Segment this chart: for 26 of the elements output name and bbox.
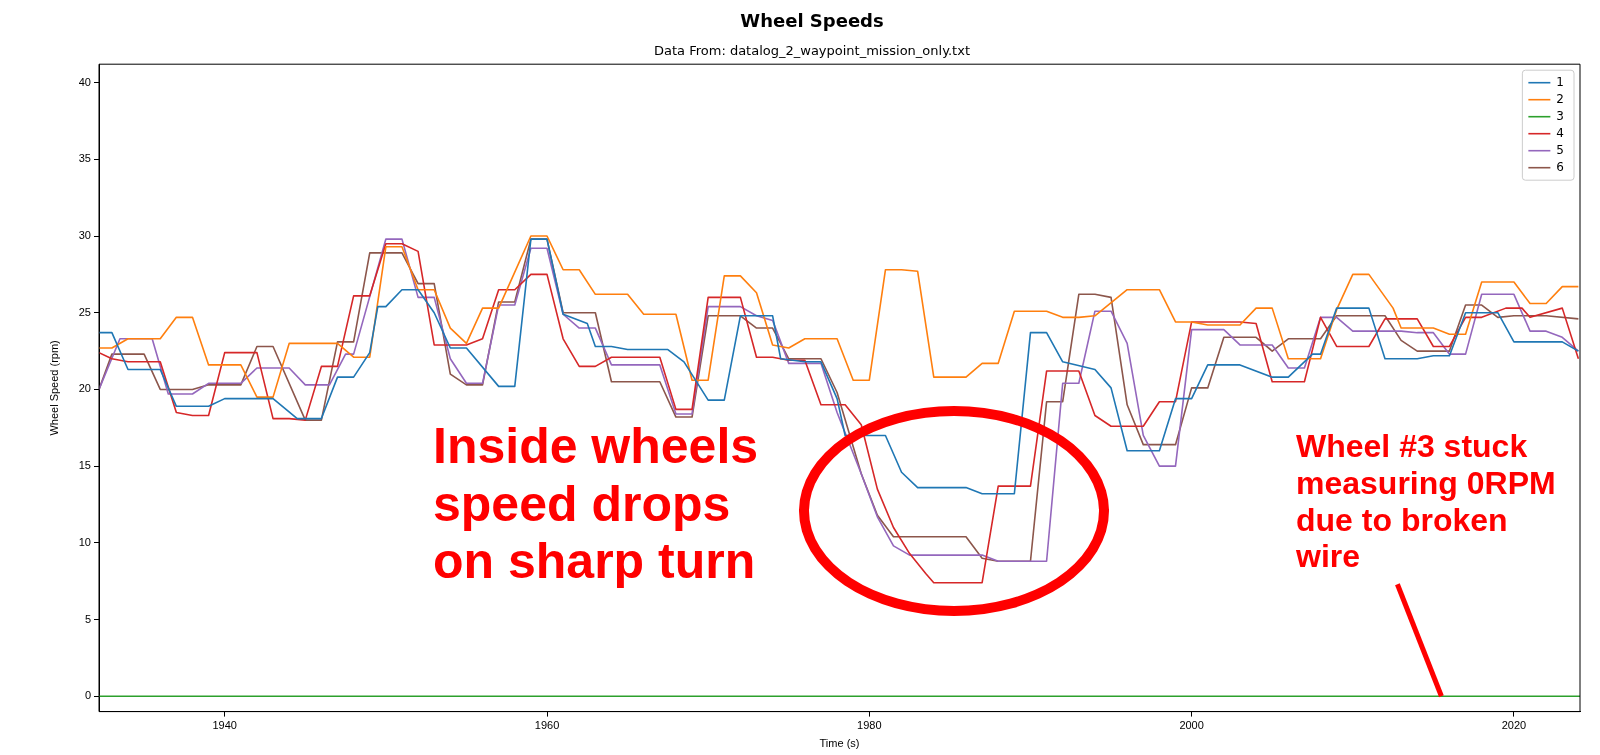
y-tick-label: 30 (78, 229, 91, 242)
annotation: Inside wheels speed drops on sharp turn (433, 418, 760, 591)
y-tick-label: 25 (78, 305, 91, 318)
legend-label: 6 (1556, 159, 1565, 174)
annotation: Wheel #3 stuck measuring 0RPM due to broken wire (1296, 428, 1557, 576)
legend-label: 5 (1556, 142, 1565, 157)
y-tick-label: 40 (78, 75, 91, 88)
chart-subtitle: Data From: datalog_2_waypoint_mission_only.txt (654, 42, 970, 58)
y-tick-label: 20 (78, 382, 91, 395)
x-tick-label: 1940 (212, 719, 237, 732)
y-tick-label: 5 (84, 612, 91, 625)
x-tick-label: 2020 (1501, 719, 1527, 732)
y-axis-title: Wheel Speed (rpm) (47, 340, 60, 436)
y-tick-label: 15 (78, 459, 91, 472)
x-tick-label: 2000 (1179, 719, 1204, 732)
legend-label: 4 (1556, 125, 1565, 140)
y-tick-label: 10 (78, 535, 91, 548)
x-axis-title: Time (s) (819, 737, 860, 750)
x-tick-label: 1960 (534, 719, 560, 732)
legend-label: 2 (1556, 91, 1565, 106)
legend-label: 1 (1556, 74, 1565, 89)
chart-title: Wheel Speeds (740, 10, 884, 32)
legend-label: 3 (1556, 108, 1565, 123)
y-tick-label: 35 (78, 152, 91, 165)
y-tick-label: 0 (84, 689, 91, 702)
x-tick-label: 1980 (857, 719, 882, 732)
